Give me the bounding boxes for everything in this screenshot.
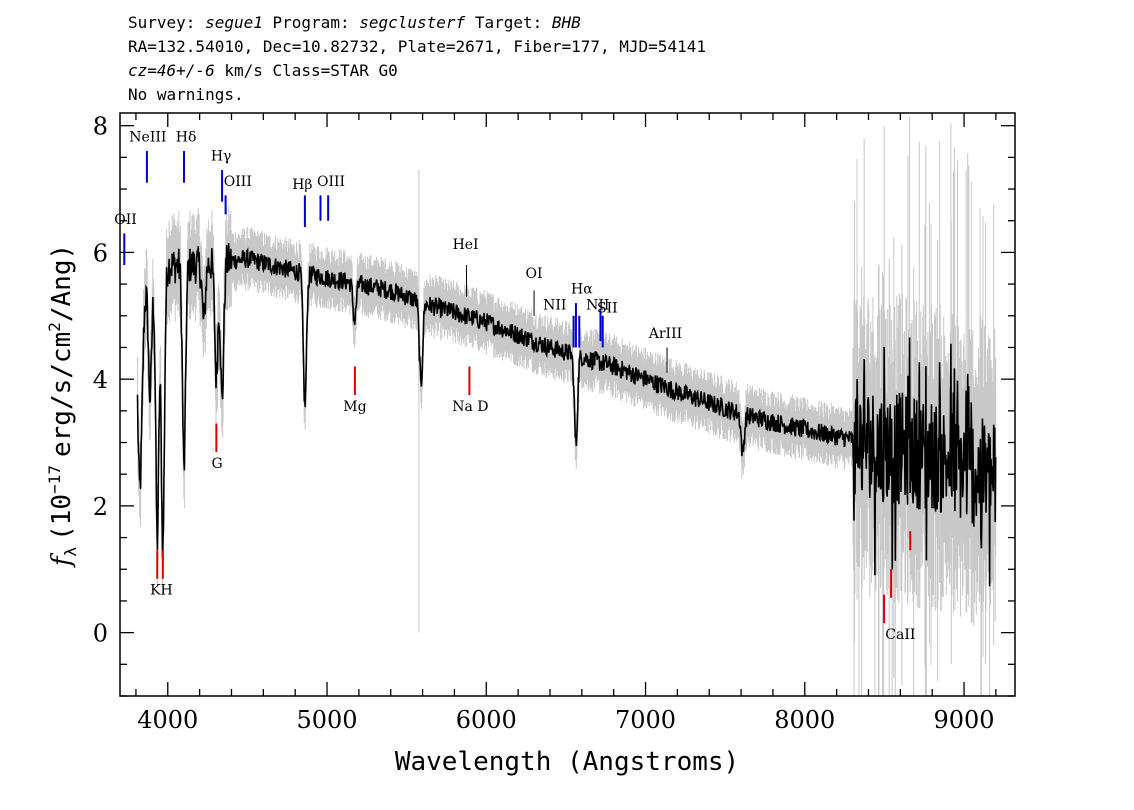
spectral-line-label: Hα [571,282,593,298]
header-line-2: RA=132.54010, Dec=10.82732, Plate=2671, … [128,37,706,56]
x-tick-label: 5000 [296,706,357,734]
spectral-line-label: G [212,456,223,472]
program-value: segclusterf [359,13,465,32]
header-line-3: cz=46+/-6 km/s Class=STAR G0 [128,61,398,80]
x-tick-label: 8000 [774,706,835,734]
spectral-line-label: ArIII [648,326,682,342]
y-label-end: /Ang) [47,244,77,322]
y-label-exp: −17 [45,465,64,494]
y-label-sub: λ [61,547,80,557]
spectral-line-label: KH [150,583,173,599]
survey-label: Survey: [128,13,195,32]
x-tick-label: 7000 [615,706,676,734]
y-label-units: erg/s/cm [47,332,77,457]
spectral-line-label: OI [526,266,543,282]
line-markers [123,151,912,624]
spectral-line-label: SII [597,301,618,317]
y-label-main: (10 [47,494,77,541]
y-tick-label: 6 [93,239,108,267]
spectral-line-label: NII [543,297,566,313]
target-value: BHB [552,13,581,32]
target-label: Target: [475,13,542,32]
spectral-line-label: Hβ [292,177,312,193]
header-line-4: No warnings. [128,85,244,104]
x-tick-label: 4000 [137,706,198,734]
spectral-line-label: HeI [453,237,479,253]
program-label: Program: [273,13,350,32]
spectral-line-label: Na D [452,399,488,415]
cz-rest: km/s Class=STAR G0 [224,61,397,80]
y-label-sq: 2 [45,322,64,332]
x-tick-label: 9000 [934,706,995,734]
y-tick-label: 8 [93,113,108,141]
plot-frame [119,112,1016,697]
y-tick-label: 4 [93,366,108,394]
survey-value: segue1 [205,13,263,32]
x-tick-label: 6000 [456,706,517,734]
y-axis-label: fλ(10−17erg/s/cm2/Ang) [45,244,80,568]
header-line-1: Survey: segue1 Program: segclusterf Targ… [128,13,581,32]
plot-header: Survey: segue1 Program: segclusterf Targ… [128,13,706,104]
y-tick-label: 0 [93,620,108,648]
spectrum-line [136,243,997,587]
spectral-line-label: OIII [224,174,252,190]
data-area [123,116,997,696]
spectral-line-label: OII [114,212,137,228]
x-axis-label: Wavelength (Angstroms) [395,747,739,777]
axis-ticks: 4000 5000 6000 7000 8000 9000 0 2 4 6 8 [93,113,1015,734]
spectral-line-label: Hδ [176,130,197,146]
spectral-line-label: Mg [343,399,366,415]
spectral-line-label: OIII [317,174,345,190]
cz-value: cz=46+/-6 [128,61,215,80]
spectral-line-label: CaII [885,627,915,643]
y-tick-label: 2 [93,493,108,521]
spectral-line-label: NII [586,297,609,313]
spectral-line-label: NeIII [129,130,166,146]
spectral-line-label: Hγ [211,149,232,165]
